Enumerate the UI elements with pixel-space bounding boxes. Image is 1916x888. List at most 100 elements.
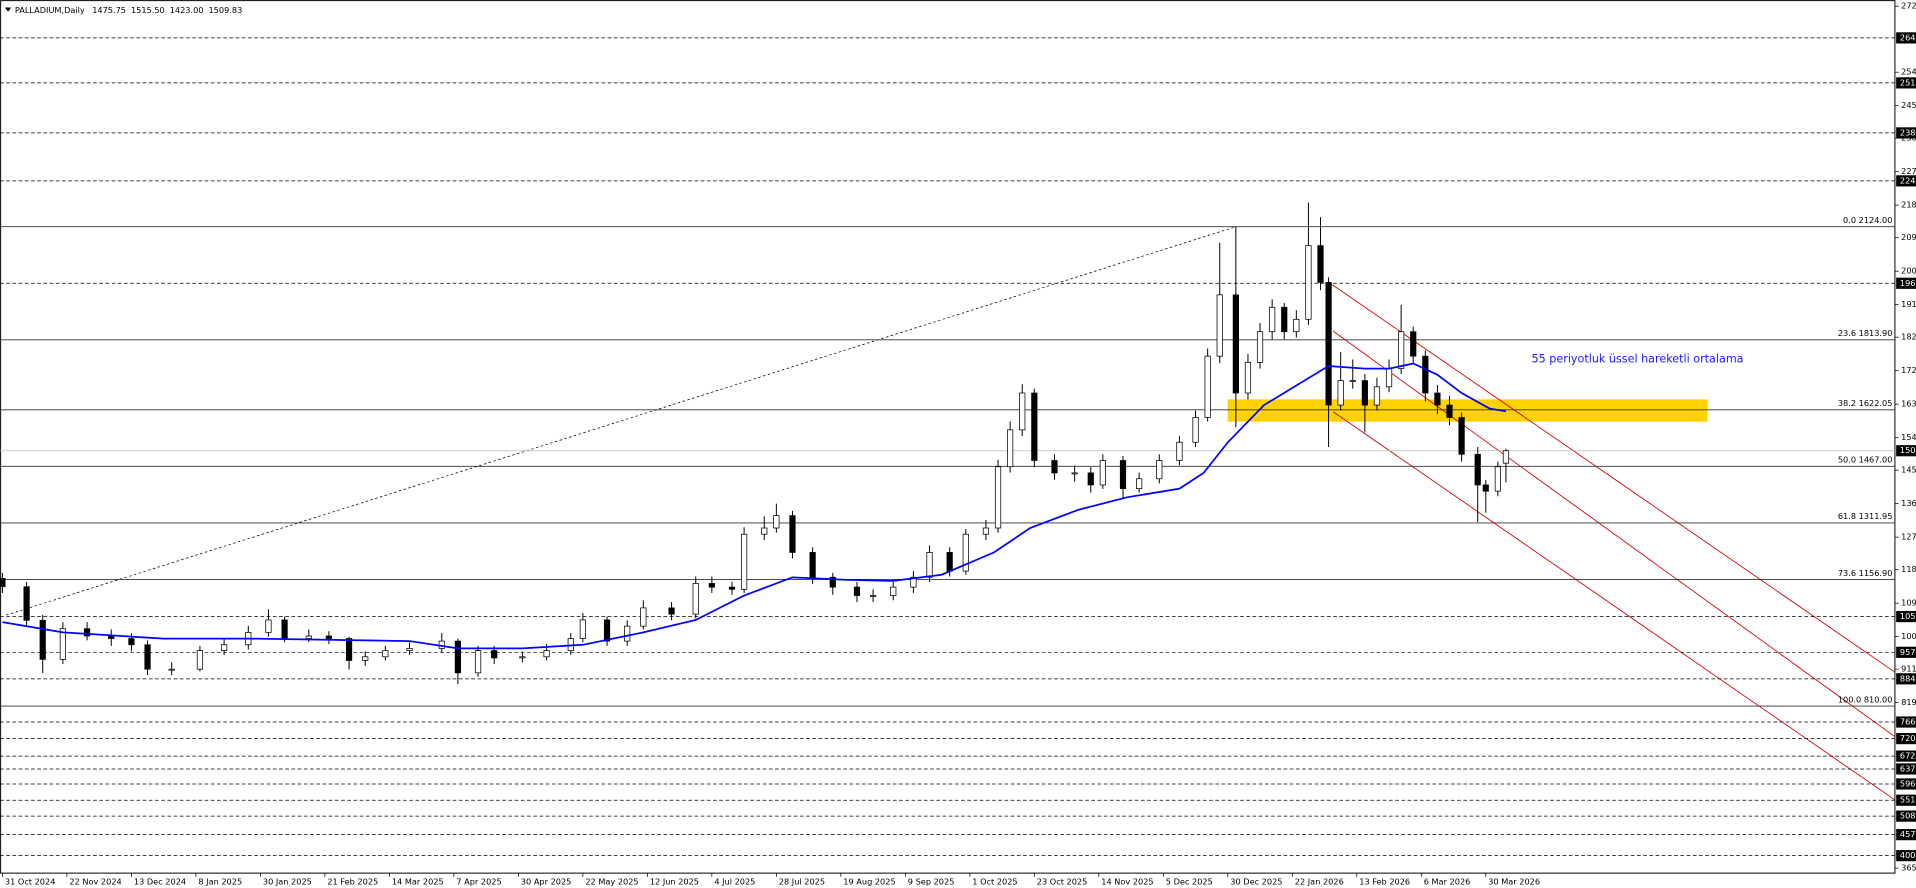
- candle-body: [1176, 441, 1183, 461]
- x-tick-label: 31 Oct 2024: [5, 876, 56, 886]
- x-tick-label: 22 Jan 2026: [1295, 876, 1344, 886]
- fib-label: 61.8 1311.95: [1838, 511, 1893, 521]
- candle-body: [1446, 404, 1453, 418]
- y-tick-label: 1272.90: [1901, 532, 1916, 542]
- level-label: 596.45: [1900, 778, 1916, 788]
- candle-body: [1502, 450, 1510, 464]
- candle-body: [1482, 484, 1489, 492]
- y-tick-label: 819.30: [1901, 697, 1916, 707]
- candle-body: [1119, 460, 1127, 489]
- candle-body: [438, 640, 445, 649]
- fib-label: 73.6 1156.90: [1838, 568, 1893, 578]
- candle-body: [1232, 294, 1239, 394]
- candle-body: [1204, 355, 1211, 418]
- candle-body: [345, 638, 353, 661]
- candle-body: [640, 607, 647, 627]
- candle-body: [962, 533, 969, 572]
- y-tick-label: 1910.10: [1901, 299, 1916, 309]
- candle-body: [543, 650, 550, 658]
- candle-body: [196, 650, 204, 670]
- candle-body: [1281, 306, 1288, 333]
- symbol: PALLADIUM,Daily: [15, 4, 85, 14]
- candle-body: [1051, 460, 1058, 474]
- candle-body: [39, 619, 46, 660]
- x-tick-label: 30 Apr 2025: [521, 876, 572, 886]
- candle-body: [624, 625, 631, 642]
- x-tick-label: 14 Nov 2025: [1101, 876, 1153, 886]
- x-tick-label: 30 Jan 2025: [263, 876, 312, 886]
- level-label-box: [1896, 77, 1916, 89]
- y-tick-label: 1545.60: [1901, 432, 1916, 442]
- candle-body: [789, 515, 796, 553]
- price-label-box: [1896, 445, 1916, 457]
- candle-body: [1349, 380, 1356, 382]
- candle-body: [1305, 245, 1312, 320]
- x-tick-label: 23 Oct 2025: [1037, 876, 1088, 886]
- candle-body: [926, 552, 933, 578]
- candle-body: [1007, 429, 1014, 468]
- level-label-box: [1896, 673, 1916, 685]
- level-label: 884.65: [1900, 673, 1916, 683]
- annotation: 55 periyotluk üssel hareketli ortalama: [1532, 353, 1744, 366]
- y-tick-label: 2728.20: [1901, 1, 1916, 11]
- drawings: [6, 226, 1896, 801]
- candle-body: [281, 619, 288, 639]
- x-tick-label: 7 Apr 2025: [456, 876, 501, 886]
- candle-body: [305, 635, 312, 639]
- candle-body: [692, 583, 699, 615]
- candle-body: [108, 635, 115, 639]
- y-tick-label: 365.70: [1901, 863, 1916, 873]
- level-label: 1968.80: [1900, 278, 1916, 288]
- level-label: 637.60: [1900, 763, 1916, 773]
- level-label-box: [1896, 127, 1916, 139]
- candle-body: [325, 635, 333, 639]
- channel-line: [1329, 282, 1896, 673]
- candle-body: [128, 638, 135, 646]
- level-label: 720.75: [1900, 733, 1916, 743]
- x-tick-label: 19 Aug 2025: [843, 876, 895, 886]
- candle-body: [519, 656, 526, 659]
- candle-body: [221, 644, 228, 651]
- level-label: 2518.00: [1900, 77, 1916, 87]
- level-label: 2249.45: [1900, 175, 1916, 185]
- candle-body: [603, 619, 611, 642]
- candle-body: [728, 586, 736, 590]
- level-label: 2641.30: [1900, 32, 1916, 42]
- close-value: 1509.83: [208, 4, 242, 14]
- y-tick-label: 1729.20: [1901, 365, 1916, 375]
- y-tick-label: 1637.40: [1901, 399, 1916, 409]
- plot-frame: [0, 0, 1896, 874]
- x-tick-label: 14 Mar 2025: [392, 876, 444, 886]
- candle-body: [1071, 472, 1078, 475]
- candle-body: [1244, 361, 1252, 394]
- channel-line: [1332, 330, 1896, 738]
- candle-body: [1192, 417, 1199, 443]
- x-tick-label: 30 Dec 2025: [1230, 876, 1282, 886]
- y-tick-label: 911.10: [1901, 664, 1916, 674]
- candle-body: [741, 533, 748, 590]
- level-label-box: [1896, 277, 1916, 289]
- candle-body: [1136, 478, 1143, 489]
- candle-body: [1293, 318, 1300, 333]
- candle-body: [1031, 392, 1038, 461]
- candle-body: [1337, 380, 1344, 406]
- candle-body: [1019, 392, 1026, 431]
- candle-body: [23, 586, 30, 621]
- level-label: 2380.90: [1900, 127, 1916, 137]
- candle-body: [1099, 460, 1106, 486]
- x-tick-label: 12 Jun 2025: [650, 876, 699, 886]
- y-tick-label: 1456.50: [1901, 465, 1916, 475]
- candle-body: [265, 619, 272, 633]
- candle-body: [1385, 368, 1393, 388]
- level-label-box: [1896, 750, 1916, 762]
- candle-body: [1458, 417, 1465, 455]
- candle-body: [910, 576, 917, 588]
- candle-body: [1434, 392, 1441, 406]
- level-label-box: [1896, 733, 1916, 745]
- x-tick-label: 1 Oct 2025: [972, 876, 1017, 886]
- candle-body: [1087, 472, 1094, 486]
- price-label: 1509.83: [1900, 445, 1916, 455]
